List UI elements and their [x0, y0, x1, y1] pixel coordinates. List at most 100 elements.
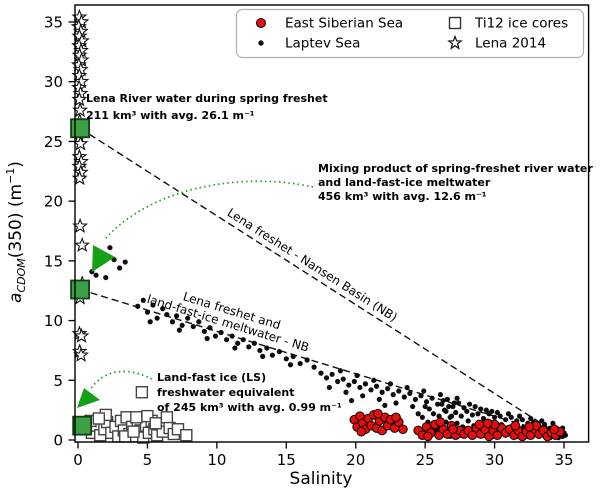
legend-box — [235, 8, 585, 59]
east-siberian-point — [423, 431, 433, 442]
laptev-point — [412, 396, 419, 402]
y-tick-label: 20 — [44, 193, 63, 211]
laptev-point — [135, 303, 141, 309]
y-label-superscript: −1 — [4, 168, 17, 184]
laptev-point — [264, 345, 270, 351]
laptev-point — [437, 392, 444, 398]
laptev-point — [415, 411, 421, 417]
laptev-point — [150, 302, 156, 308]
laptev-point — [147, 319, 153, 325]
ti12-point — [127, 425, 140, 438]
laptev-point — [212, 333, 219, 339]
lena2014-point — [73, 327, 90, 343]
laptev-point — [297, 360, 303, 367]
east-siberian-point — [356, 426, 367, 437]
x-tick-label: 0 — [73, 451, 83, 469]
laptev-point — [346, 382, 352, 388]
endmember-square — [72, 415, 93, 436]
laptev-point — [472, 403, 478, 410]
laptev-point — [311, 364, 317, 370]
laptev-point — [423, 399, 430, 405]
laptev-point — [469, 412, 475, 418]
laptev-point — [461, 405, 467, 411]
mixing-line — [79, 288, 563, 438]
lena2014-point — [72, 135, 89, 151]
annotation-line: Lena River water during spring freshet — [86, 92, 328, 105]
laptev-point — [176, 327, 182, 333]
black-dot-marker-icon — [258, 40, 264, 46]
y-tick-label: 5 — [53, 372, 63, 390]
mixing-line-labels: Lena freshet - Nansen Basin (NB)Lena fre… — [145, 205, 400, 354]
laptev-point — [497, 413, 503, 419]
laptev-point — [232, 345, 238, 351]
laptev-point — [429, 395, 435, 401]
laptev-point — [419, 414, 425, 420]
east-siberian-point — [373, 408, 383, 419]
east-siberian-point — [549, 424, 560, 435]
laptev-point — [401, 394, 407, 400]
laptev-point — [276, 349, 282, 355]
laptev-point — [144, 309, 151, 315]
x-tick-label: 25 — [416, 451, 435, 469]
mixing-arrow-head-icon — [92, 245, 115, 272]
endmember-square — [70, 279, 90, 300]
laptev-point — [235, 340, 241, 346]
laptev-point — [430, 411, 437, 417]
laptev-point — [357, 384, 363, 391]
laptev-point — [269, 352, 276, 358]
laptev-point — [426, 406, 432, 412]
laptev-point — [439, 401, 445, 407]
laptev-point — [404, 384, 410, 391]
laptev-point — [335, 378, 341, 385]
laptev-point — [562, 432, 568, 438]
y-tick-label: 30 — [44, 73, 63, 91]
legend: East Siberian Sea Laptev Sea Ti12 ice co… — [235, 8, 585, 59]
east-siberian-point — [474, 419, 485, 430]
laptev-point — [326, 384, 332, 391]
legend-label-ti12: Ti12 ice cores — [474, 16, 568, 32]
ti12-ice-core-points — [81, 386, 193, 444]
laptev-point — [190, 323, 196, 330]
laptev-point — [360, 393, 366, 399]
laptev-point — [246, 344, 252, 350]
x-tick-label: 35 — [554, 451, 573, 469]
laptev-point — [371, 377, 377, 383]
mixing-arrow-path — [103, 180, 314, 241]
laptev-point — [196, 319, 202, 325]
laptev-point — [528, 415, 534, 422]
laptev-point — [117, 265, 123, 271]
laptev-point — [173, 313, 180, 319]
laptev-point — [229, 333, 235, 339]
annotation-lena-river: Lena River water during spring freshet 2… — [86, 92, 331, 122]
ti12-point — [130, 411, 143, 424]
laptev-point — [93, 272, 99, 278]
laptev-point — [218, 329, 224, 336]
mixing-line-label: land-fast-ice meltwater - NB — [145, 292, 310, 355]
east-siberian-point — [510, 420, 521, 431]
laptev-point — [441, 407, 448, 413]
laptev-point — [382, 402, 388, 408]
annotation-arrows — [77, 180, 314, 408]
laptev-point — [489, 408, 495, 414]
laptev-point — [475, 411, 481, 417]
y-tick-label: 25 — [44, 133, 63, 151]
laptev-point — [240, 337, 246, 343]
laptev-point — [251, 340, 257, 346]
y-label-a: a — [6, 293, 26, 303]
laptev-point — [435, 401, 441, 407]
legend-label-laptev: Laptev Sea — [285, 36, 360, 52]
annotation-line: Land-fast ice (LS) — [157, 371, 266, 384]
laptev-point — [491, 414, 498, 420]
ti12-point — [141, 409, 154, 423]
x-axis-label: Salinity — [290, 469, 353, 489]
y-label-subscript: CDOM — [15, 258, 28, 293]
landfast-arrow-head-icon — [77, 388, 100, 408]
laptev-point — [351, 378, 357, 385]
laptev-point — [290, 353, 296, 359]
laptev-point — [422, 403, 428, 410]
laptev-point — [516, 413, 523, 419]
laptev-point — [379, 389, 385, 395]
mixing-line-label: Lena freshet - Nansen Basin (NB) — [225, 205, 400, 324]
